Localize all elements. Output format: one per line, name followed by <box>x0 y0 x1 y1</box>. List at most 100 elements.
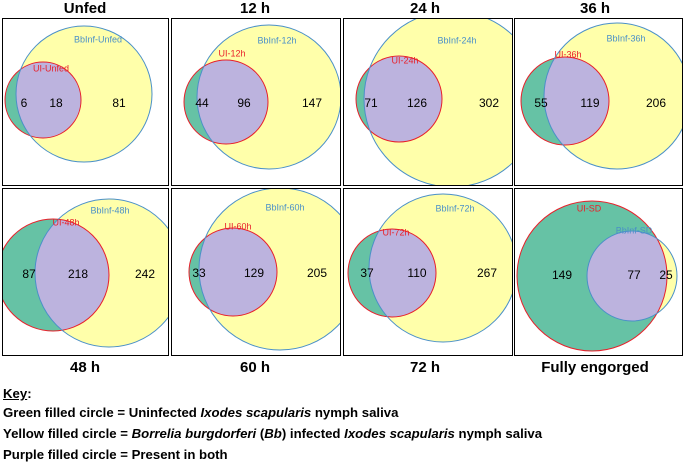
venn-svg: UI-36h BbInf-36h 55 119 206 <box>520 22 682 170</box>
venn-svg: UI-48h BbInf-48h 87 218 242 <box>3 198 168 348</box>
uninfected-outline <box>355 55 443 143</box>
uninfected-only-count: 71 <box>364 96 378 110</box>
venn-svg: UI-Unfed BbInf-Unfed 6 18 81 <box>4 25 153 163</box>
venn-panel-12h: UI-12h BbInf-12h 44 96 147 <box>171 18 341 186</box>
venn-panel-60h: UI-60h BbInf-60h 33 129 205 <box>171 188 341 356</box>
key-title: Key: <box>3 385 32 403</box>
uninfected-only-count: 55 <box>534 96 548 110</box>
infected-set-label: BbInf-Unfed <box>74 34 122 44</box>
uninfected-set-label: UI-SD <box>577 203 602 213</box>
overlap-region <box>16 62 81 138</box>
venn-svg: UI-72h BbInf-72h 37 110 267 <box>347 193 512 343</box>
infected-set-label: BbInf-12h <box>257 35 296 45</box>
infected-set-label: BbInf-72h <box>435 203 474 213</box>
uninfected-only-count: 87 <box>22 267 36 281</box>
shared-count: 110 <box>407 266 426 280</box>
title-12h: 12 h <box>239 0 270 17</box>
uninfected-outline <box>183 59 269 145</box>
uninfected-outline <box>3 218 110 332</box>
uninfected-only-count: 37 <box>360 266 374 280</box>
title-unfed: Unfed <box>63 0 107 17</box>
venn-svg: UI-SD BbInf-SD 149 77 25 <box>516 200 678 352</box>
venn-svg: UI-60h BbInf-60h 33 129 205 <box>188 189 340 351</box>
venn-panel-24h: UI-24h BbInf-24h 71 126 302 <box>343 18 513 186</box>
infected-only-count: 267 <box>477 266 497 280</box>
infected-set-label: BbInf-36h <box>606 33 645 43</box>
key-yellow-suffix: nymph saliva <box>454 426 543 441</box>
shared-count: 218 <box>68 267 88 281</box>
shared-count: 96 <box>237 96 251 110</box>
key-yellow-species: Ixodes scapularis <box>344 426 455 441</box>
infected-set-label: BbInf-48h <box>90 205 129 215</box>
uninfected-outline <box>188 227 278 317</box>
infected-outline <box>198 189 340 351</box>
title-72h: 72 h <box>409 359 440 376</box>
venn-panel-sd: UI-SD BbInf-SD 149 77 25 <box>514 188 683 356</box>
venn-panel-unfed: UI-Unfed BbInf-Unfed 6 18 81 <box>2 18 169 186</box>
infected-set-label: BbInf-SD <box>616 225 653 235</box>
uninfected-outline <box>347 228 437 318</box>
uninfected-outline <box>516 200 668 352</box>
uninfected-only-count: 6 <box>21 96 28 110</box>
infected-only-count: 147 <box>302 96 322 110</box>
key-yellow-bacterium: Borrelia burgdorferi <box>131 426 257 441</box>
title-36h: 36 h <box>579 0 610 17</box>
uninfected-set-label: UI-60h <box>224 221 251 231</box>
venn-panel-72h: UI-72h BbInf-72h 37 110 267 <box>343 188 513 356</box>
title-48h: 48 h <box>69 359 100 376</box>
title-60h: 60 h <box>239 359 270 376</box>
title-fully-engorged: Fully engorged <box>541 359 649 376</box>
key-yellow-prefix: Yellow filled circle = <box>3 426 132 441</box>
infected-only-count: 302 <box>479 96 499 110</box>
key-green-prefix: Green filled circle = Uninfected <box>3 405 201 420</box>
infected-only-count: 25 <box>659 268 673 282</box>
infected-only-count: 242 <box>135 267 155 281</box>
infected-outline <box>196 24 340 170</box>
key-green-line: Green filled circle = Uninfected Ixodes … <box>3 404 398 422</box>
infected-outline <box>15 25 153 163</box>
infected-outline <box>363 19 512 185</box>
shared-count: 119 <box>580 96 599 110</box>
uninfected-set-label: UI-72h <box>382 227 409 237</box>
key-green-species: Ixodes scapularis <box>200 405 312 420</box>
infected-only-count: 206 <box>646 96 666 110</box>
uninfected-set-label: UI-48h <box>52 217 79 227</box>
venn-panel-36h: UI-36h BbInf-36h 55 119 206 <box>514 18 683 186</box>
key-yellow-abbr: Bb <box>264 426 282 441</box>
venn-panel-48h: UI-48h BbInf-48h 87 218 242 <box>2 188 169 356</box>
uninfected-set-label: UI-Unfed <box>33 63 69 73</box>
infected-outline <box>34 198 168 348</box>
shared-count: 77 <box>627 268 641 282</box>
shared-count: 129 <box>244 266 264 280</box>
uninfected-set-label: UI-36h <box>554 49 581 59</box>
key-yellow-line: Yellow filled circle = Borrelia burgdorf… <box>3 425 542 443</box>
key-yellow-abbr-open: ( <box>256 426 265 441</box>
uninfected-only-count: 33 <box>192 266 206 280</box>
infected-set-label: BbInf-24h <box>437 35 476 45</box>
shared-count: 126 <box>407 96 427 110</box>
key-purple-line: Purple filled circle = Present in both <box>3 446 228 464</box>
infected-outline <box>543 22 682 170</box>
uninfected-outline <box>4 61 82 139</box>
uninfected-only-count: 44 <box>195 96 209 110</box>
overlap-region <box>587 231 667 321</box>
infected-only-count: 81 <box>112 96 126 110</box>
key-purple-text: Purple filled circle = Present in both <box>3 447 228 462</box>
venn-svg: UI-24h BbInf-24h 71 126 302 <box>355 19 512 185</box>
uninfected-set-label: UI-12h <box>218 48 245 58</box>
shared-count: 18 <box>49 96 63 110</box>
key-colon: : <box>27 386 32 401</box>
uninfected-set-label: UI-24h <box>391 55 418 65</box>
infected-set-label: BbInf-60h <box>265 202 304 212</box>
venn-svg: UI-12h BbInf-12h 44 96 147 <box>183 24 340 170</box>
key-green-suffix: nymph saliva <box>311 405 399 420</box>
infected-outline <box>586 230 678 322</box>
infected-only-count: 205 <box>307 266 327 280</box>
uninfected-only-count: 149 <box>552 268 572 282</box>
title-24h: 24 h <box>409 0 440 17</box>
uninfected-outline <box>520 56 610 146</box>
infected-outline <box>368 193 512 343</box>
key-yellow-abbr-close: ) infected <box>281 426 345 441</box>
overlap-region <box>35 219 109 331</box>
key-heading: Key <box>3 386 28 401</box>
